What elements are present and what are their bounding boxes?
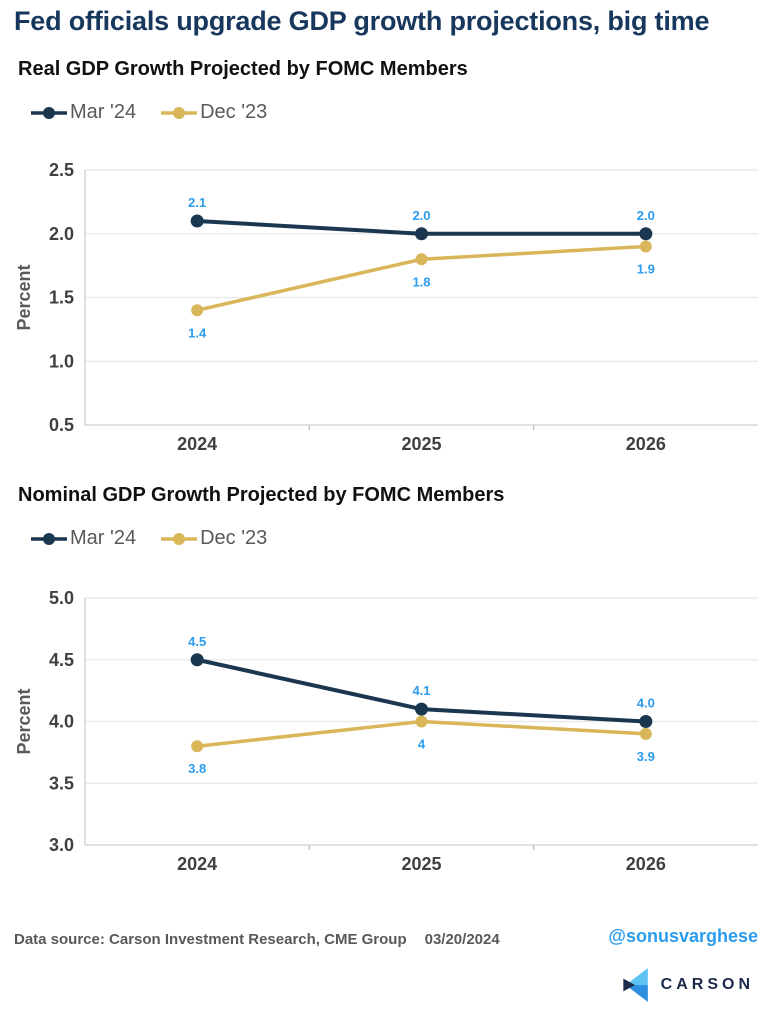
data-point-label: 4.1 — [412, 683, 430, 698]
x-tick-label: 2024 — [177, 854, 217, 874]
carson-logo-icon — [622, 968, 648, 1002]
legend-item: Dec '23 — [160, 101, 267, 124]
data-point-label: 3.8 — [188, 761, 206, 776]
legend-item: Mar '24 — [30, 527, 136, 550]
legend-label: Mar '24 — [70, 101, 137, 123]
data-point-label: 3.9 — [637, 749, 655, 764]
legend-item: Dec '23 — [160, 527, 267, 550]
data-point — [639, 727, 652, 740]
y-tick-label: 3.5 — [49, 773, 74, 793]
y-tick-label: 5.0 — [49, 588, 74, 608]
data-source-note: Data source: Carson Investment Research,… — [14, 931, 500, 948]
data-point-label: 2.0 — [412, 208, 430, 223]
y-axis-title: Percent — [14, 264, 34, 330]
data-point-label: 4.5 — [188, 634, 206, 649]
x-tick-label: 2026 — [626, 434, 666, 454]
data-point-label: 2.1 — [188, 195, 206, 210]
data-point-label: 1.9 — [637, 262, 655, 277]
legend-label: Mar '24 — [70, 527, 137, 549]
data-point — [639, 715, 653, 728]
x-tick-label: 2025 — [401, 854, 441, 874]
legend-marker-icon — [161, 532, 198, 545]
legend-marker-icon — [31, 532, 67, 545]
data-point — [639, 227, 653, 241]
legend-label: Dec '23 — [200, 527, 268, 549]
carson-logo: CARSON — [621, 963, 754, 1007]
data-point-label: 4.0 — [637, 696, 655, 711]
data-point — [415, 702, 428, 716]
real-gdp-legend: Mar '24 Dec '23 — [30, 101, 267, 124]
data-source-text: Data source: Carson Investment Research,… — [14, 931, 407, 948]
y-tick-label: 0.5 — [49, 415, 74, 435]
y-tick-label: 2.5 — [49, 160, 74, 180]
y-tick-label: 4.0 — [49, 712, 74, 732]
y-tick-label: 3.0 — [49, 835, 74, 855]
nominal-gdp-chart-title: Nominal GDP Growth Projected by FOMC Mem… — [18, 484, 505, 506]
data-point-label: 2.0 — [637, 208, 655, 223]
data-point — [415, 715, 428, 728]
data-point-label: 1.8 — [412, 274, 430, 289]
x-tick-label: 2026 — [626, 854, 666, 874]
data-point — [191, 304, 204, 317]
x-tick-label: 2025 — [401, 434, 441, 454]
y-axis-title: Percent — [14, 688, 34, 754]
legend-item: Mar '24 — [30, 101, 136, 124]
y-tick-label: 1.5 — [49, 288, 74, 308]
data-point — [191, 740, 204, 753]
carson-logo-text: CARSON — [660, 976, 754, 993]
data-point-label: 1.4 — [188, 325, 207, 340]
logo-bottom-triangle — [625, 985, 648, 1002]
real-gdp-chart-title: Real GDP Growth Projected by FOMC Member… — [18, 58, 468, 80]
data-point — [415, 227, 428, 241]
data-point — [190, 214, 204, 228]
x-tick-label: 2024 — [177, 434, 217, 454]
twitter-handle-link[interactable]: @sonusvarghese — [608, 926, 758, 946]
legend-marker-icon — [161, 106, 198, 119]
nominal-gdp-legend: Mar '24 Dec '23 — [30, 527, 267, 550]
logo-top-triangle — [625, 968, 648, 985]
y-tick-label: 1.0 — [49, 351, 74, 371]
logo-navy-triangle — [622, 978, 635, 992]
data-source-date: 03/20/2024 — [424, 931, 500, 948]
data-point — [190, 653, 204, 667]
page-title: Fed officials upgrade GDP growth project… — [14, 6, 710, 36]
legend-label: Dec '23 — [200, 101, 268, 123]
data-point-label: 4 — [418, 737, 426, 752]
y-tick-label: 4.5 — [49, 650, 74, 670]
data-point — [415, 253, 428, 266]
data-point — [639, 240, 652, 253]
legend-marker-icon — [31, 106, 67, 119]
nominal-gdp-chart: 3.0 3.5 4.0 4.5 5.0 2024 2025 2026 Percent 4.5 4.1… — [14, 588, 758, 874]
y-tick-label: 2.0 — [49, 224, 74, 244]
real-gdp-chart: 0.5 1.0 1.5 2.0 2.5 2024 2025 2026 Percent 2.1 2.0… — [14, 160, 758, 454]
